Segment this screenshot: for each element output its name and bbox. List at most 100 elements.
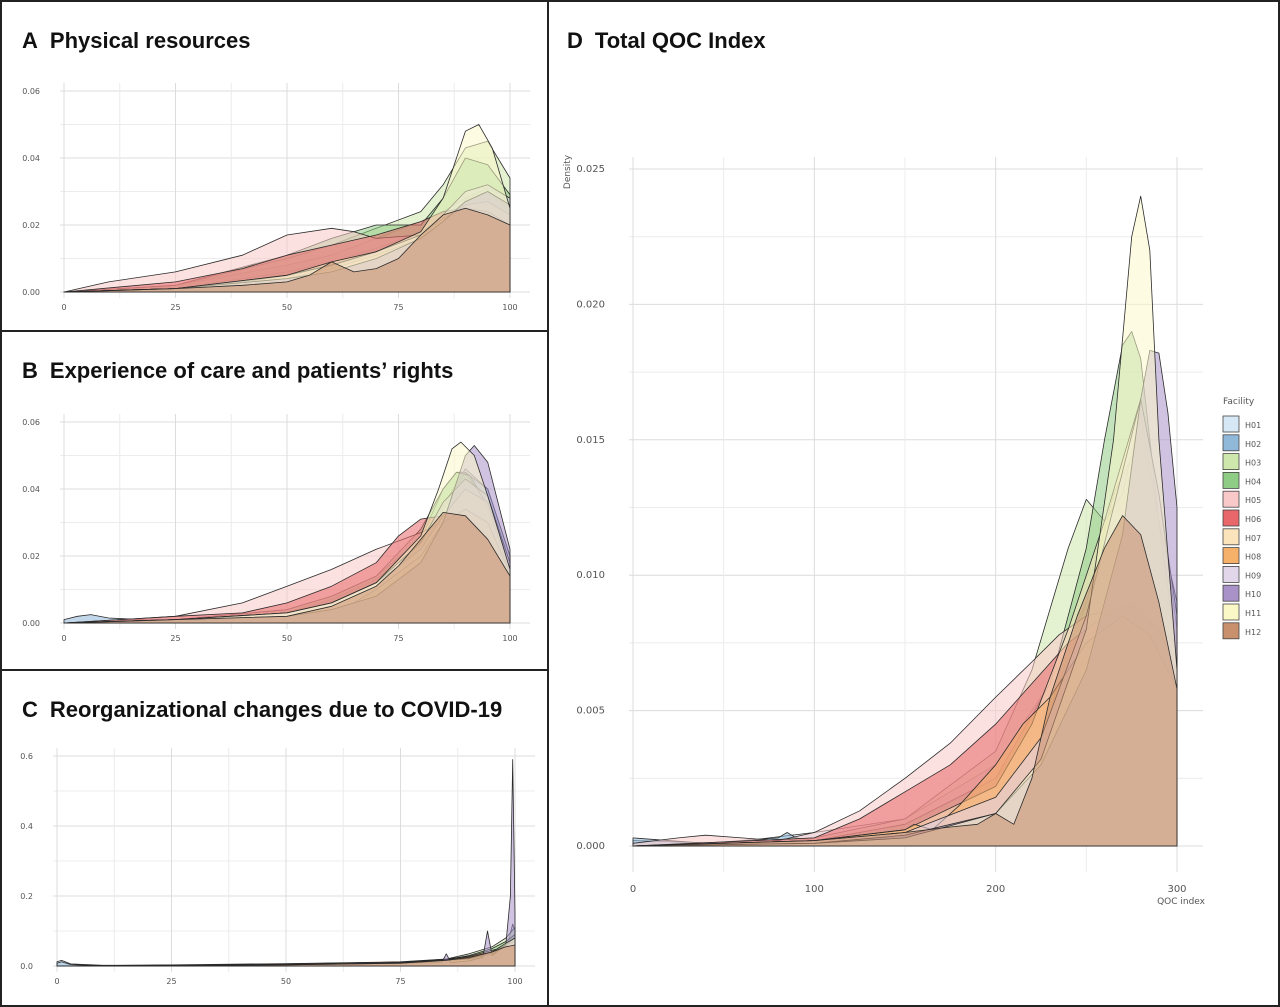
panel-title: D Total QOC Index <box>567 28 766 54</box>
x-tick-label: 100 <box>502 634 517 643</box>
legend-swatch <box>1222 453 1240 471</box>
x-tick-label: 100 <box>502 303 517 312</box>
legend-label: H07 <box>1245 534 1261 543</box>
legend-swatch <box>1222 528 1240 546</box>
legend: Facility H01 H02 H03 H04 H05 H06 H07 H08 H09 H10 H1… <box>1222 397 1261 640</box>
panel-title-text: Physical resources <box>49 28 251 53</box>
x-tick-label: 300 <box>1167 884 1186 895</box>
y-tick-label: 0.04 <box>22 154 40 163</box>
y-tick-label: 0.005 <box>576 706 605 717</box>
density-chart-d: 0.000 0.005 0.010 0.015 0.020 0.025 0 100 200 300… <box>563 154 1261 907</box>
legend-swatch <box>1222 434 1240 452</box>
y-tick-label: 0.02 <box>22 221 40 230</box>
y-tick-label: 0.00 <box>22 619 40 628</box>
tick-labels: 0.00 0.02 0.04 0.06 0 25 50 75 100 <box>22 418 517 643</box>
panel-title-text: Reorganizational changes due to COVID-19 <box>49 697 503 722</box>
density-chart-a: 0.00 0.02 0.04 0.06 0 25 50 75 100 <box>22 83 530 312</box>
panel-title: B Experience of care and patients’ rights <box>22 358 453 384</box>
panel-letter: C <box>22 697 38 722</box>
legend-swatch <box>1222 622 1240 640</box>
x-tick-label: 25 <box>170 303 180 312</box>
x-tick-label: 75 <box>395 977 405 986</box>
y-tick-label: 0.020 <box>576 299 605 310</box>
y-tick-label: 0.06 <box>22 87 40 96</box>
legend-label: H02 <box>1245 440 1261 449</box>
y-tick-label: 0.6 <box>20 752 33 761</box>
x-tick-label: 200 <box>986 884 1005 895</box>
x-tick-label: 50 <box>282 634 292 643</box>
legend-swatch <box>1222 490 1240 508</box>
density-chart-c: 0.0 0.2 0.4 0.6 0 25 50 75 100 <box>20 748 535 986</box>
x-tick-label: 50 <box>281 977 291 986</box>
density-areas <box>63 441 511 624</box>
y-axis-label: Density <box>563 154 573 189</box>
legend-label: H10 <box>1245 590 1261 599</box>
panel-letter: A <box>22 28 38 53</box>
x-tick-label: 75 <box>393 634 403 643</box>
x-tick-label: 100 <box>805 884 824 895</box>
density-area-h10 <box>56 759 516 967</box>
density-area-h12 <box>632 515 1178 847</box>
panel-title: C Reorganizational changes due to COVID-1… <box>22 697 502 723</box>
panel-physical-resources: A Physical resources 0.00 0.02 0.04 0.06 0 25 5… <box>0 0 549 332</box>
x-tick-label: 0 <box>61 303 66 312</box>
density-area-h12 <box>56 944 516 967</box>
x-tick-label: 0 <box>54 977 59 986</box>
panel-total-qoc-index: D Total QOC Index 0.000 0.005 0.010 0.015 0.0… <box>547 0 1280 1007</box>
density-area-h11 <box>63 124 511 293</box>
density-areas <box>56 759 516 967</box>
y-tick-label: 0.000 <box>576 841 605 852</box>
y-tick-label: 0.02 <box>22 552 40 561</box>
grid <box>53 748 535 972</box>
legend-title: Facility <box>1223 397 1255 407</box>
panel-letter: D <box>567 28 583 53</box>
legend-label: H03 <box>1245 459 1261 468</box>
panel-reorganizational-changes: C Reorganizational changes due to COVID-1… <box>0 669 549 1007</box>
y-tick-label: 0.010 <box>576 570 605 581</box>
legend-swatch <box>1222 584 1240 602</box>
legend-swatch <box>1222 603 1240 621</box>
y-tick-label: 0.2 <box>20 892 33 901</box>
x-tick-label: 25 <box>166 977 176 986</box>
tick-labels: 0.000 0.005 0.010 0.015 0.020 0.025 0 100 200 300 <box>576 164 1186 895</box>
legend-label: H08 <box>1245 553 1261 562</box>
y-tick-label: 0.4 <box>20 822 33 831</box>
legend-label: H06 <box>1245 515 1261 524</box>
x-tick-label: 50 <box>282 303 292 312</box>
tick-labels: 0.0 0.2 0.4 0.6 0 25 50 75 100 <box>20 752 522 986</box>
y-tick-label: 0.0 <box>20 962 33 971</box>
y-tick-label: 0.00 <box>22 288 40 297</box>
legend-label: H12 <box>1245 628 1261 637</box>
legend-swatch <box>1222 415 1240 433</box>
legend-label: H01 <box>1245 421 1261 430</box>
legend-label: H11 <box>1245 609 1261 618</box>
legend-swatch <box>1222 471 1240 489</box>
density-areas <box>63 124 511 293</box>
y-tick-label: 0.04 <box>22 485 40 494</box>
legend-label: H09 <box>1245 571 1261 580</box>
y-tick-label: 0.025 <box>576 164 605 175</box>
x-tick-label: 25 <box>170 634 180 643</box>
density-area-h12 <box>63 207 511 293</box>
x-tick-label: 0 <box>630 884 636 895</box>
x-axis-label: QOC index <box>1157 897 1206 907</box>
legend-label: H04 <box>1245 477 1261 486</box>
panel-title-text: Total QOC Index <box>594 28 766 53</box>
density-areas <box>632 195 1178 847</box>
legend-swatch <box>1222 566 1240 583</box>
x-tick-label: 75 <box>393 303 403 312</box>
legend-swatch <box>1222 547 1240 564</box>
panel-title-text: Experience of care and patients’ rights <box>49 358 454 383</box>
panel-title: A Physical resources <box>22 28 250 54</box>
panel-letter: B <box>22 358 38 383</box>
panel-experience-of-care: B Experience of care and patients’ rights… <box>0 330 549 671</box>
x-tick-label: 100 <box>507 977 522 986</box>
y-tick-label: 0.015 <box>576 435 605 446</box>
x-tick-label: 0 <box>61 634 66 643</box>
legend-label: H05 <box>1245 496 1261 505</box>
tick-labels: 0.00 0.02 0.04 0.06 0 25 50 75 100 <box>22 87 517 312</box>
density-chart-b: 0.00 0.02 0.04 0.06 0 25 50 75 100 <box>22 414 530 643</box>
y-tick-label: 0.06 <box>22 418 40 427</box>
legend-swatch <box>1222 509 1240 527</box>
density-area-h12 <box>63 512 511 624</box>
